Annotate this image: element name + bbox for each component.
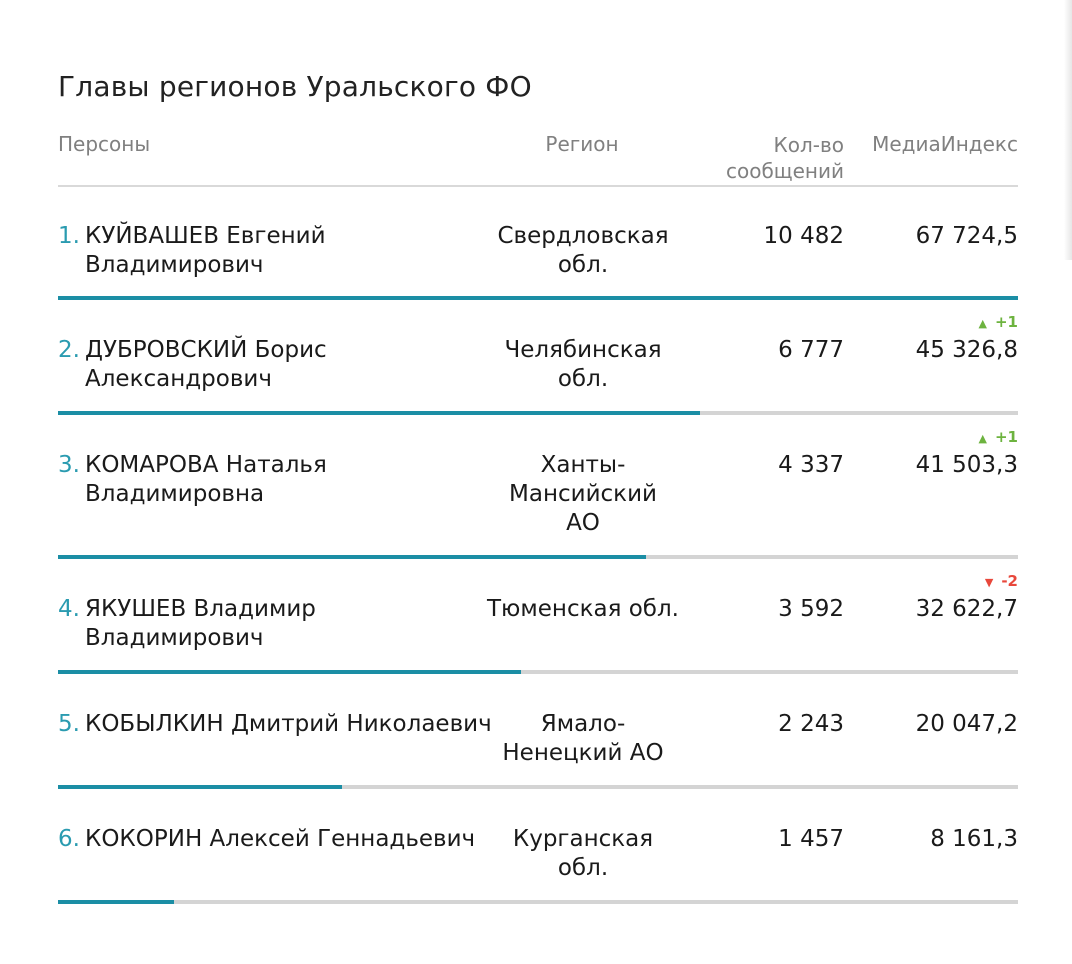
rank-change-value: +1 <box>994 428 1018 446</box>
index-bar-fill <box>58 296 1018 300</box>
message-count: 3 592 <box>778 596 844 622</box>
rank-change: ▲ +1 <box>979 314 1018 332</box>
media-index: 20 047,2 <box>915 711 1018 737</box>
index-bar-fill <box>58 411 701 415</box>
arrow-up-icon: ▲ <box>978 432 987 445</box>
person-name[interactable]: ЯКУШЕВ Владимир Владимирович <box>85 596 316 651</box>
person-name[interactable]: КОБЫЛКИН Дмитрий Николаевич <box>85 711 492 737</box>
row-rank: 6. <box>58 826 80 852</box>
message-count: 6 777 <box>778 337 844 363</box>
region-name: Курганская обл. <box>512 826 654 881</box>
media-index: 45 326,8 <box>915 337 1018 363</box>
index-bar-fill <box>58 900 175 904</box>
rank-change: ▼ -2 <box>985 573 1018 591</box>
media-index: 41 503,3 <box>915 452 1018 478</box>
header-persons: Персоны <box>58 132 151 156</box>
person-name[interactable]: ДУБРОВСКИЙ Борис Александрович <box>85 337 327 392</box>
rank-change-value: +1 <box>994 313 1018 331</box>
index-bar-fill <box>58 670 521 674</box>
region-name: Свердловская обл. <box>497 223 669 278</box>
rank-change-value: -2 <box>1001 572 1018 590</box>
index-bar <box>58 670 1018 674</box>
index-bar <box>58 296 1018 300</box>
message-count: 1 457 <box>778 826 844 852</box>
index-bar <box>58 900 1018 904</box>
region-name: Тюменская обл. <box>487 596 679 622</box>
message-count: 2 243 <box>778 711 844 737</box>
row-rank: 1. <box>58 223 80 249</box>
row-rank: 5. <box>58 711 80 737</box>
person-name[interactable]: КОКОРИН Алексей Геннадьевич <box>85 826 476 852</box>
region-name: Ямало-Ненецкий АО <box>502 711 664 766</box>
index-bar <box>58 411 1018 415</box>
header-region: Регион <box>545 132 619 156</box>
index-bar-fill <box>58 555 647 559</box>
arrow-down-icon: ▼ <box>984 576 994 589</box>
row-rank: 2. <box>58 337 80 363</box>
region-name: Челябинская обл. <box>504 337 662 392</box>
media-index: 32 622,7 <box>915 596 1018 622</box>
page-title: Главы регионов Уральского ФО <box>58 70 532 103</box>
header-count: Кол-во сообщений <box>725 133 844 183</box>
arrow-up-icon: ▲ <box>978 317 987 330</box>
region-name: Ханты-Мансийский АО <box>509 452 657 536</box>
media-index: 67 724,5 <box>915 223 1018 249</box>
message-count: 10 482 <box>763 223 844 249</box>
table-header: Персоны Регион Кол-во сообщений МедиаИнд… <box>58 130 1018 187</box>
person-name[interactable]: КОМАРОВА Наталья Владимировна <box>85 452 327 507</box>
row-rank: 4. <box>58 596 80 622</box>
window-edge <box>1064 0 1072 260</box>
header-index: МедиаИндекс <box>872 132 1018 156</box>
row-rank: 3. <box>58 452 80 478</box>
index-bar <box>58 555 1018 559</box>
person-name[interactable]: КУЙВАШЕВ Евгений Владимирович <box>85 223 326 278</box>
message-count: 4 337 <box>778 452 844 478</box>
index-bar <box>58 785 1018 789</box>
index-bar-fill <box>58 785 343 789</box>
rank-change: ▲ +1 <box>979 429 1018 447</box>
media-index: 8 161,3 <box>930 826 1018 852</box>
